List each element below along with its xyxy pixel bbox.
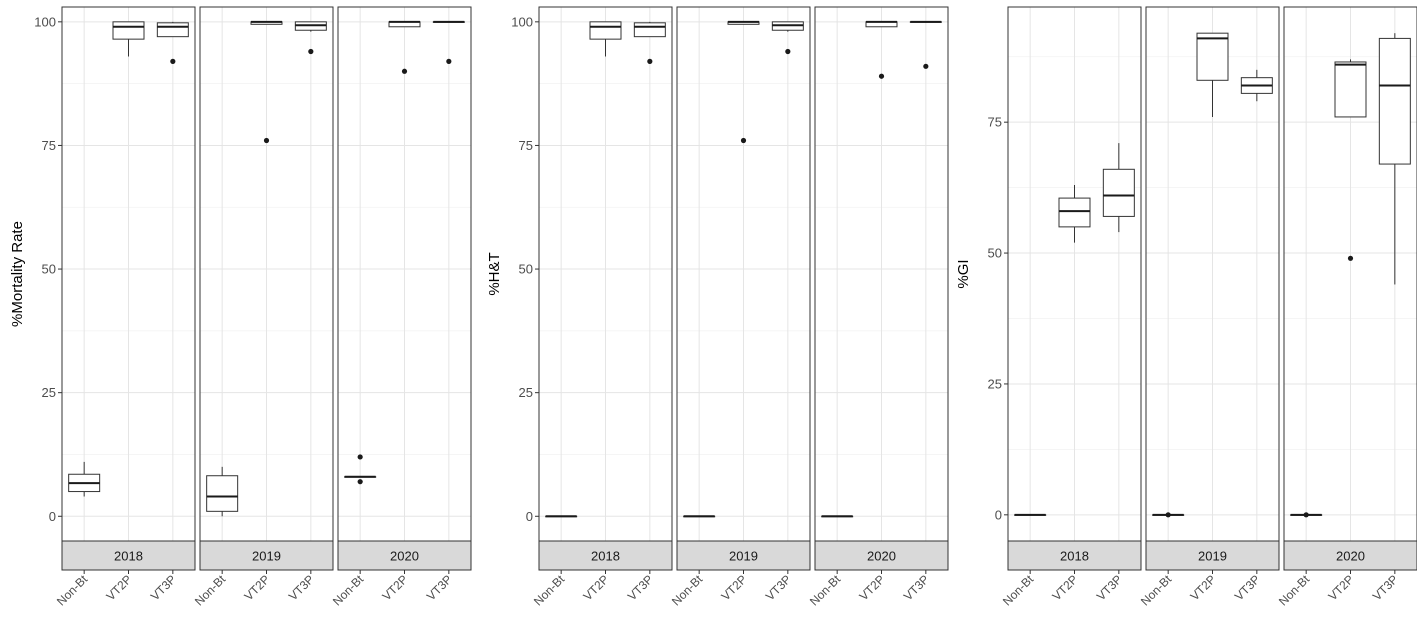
y-tick-label: 100 <box>511 14 533 29</box>
outlier-point <box>923 63 929 69</box>
facet-strip <box>199 540 334 571</box>
box-iqr <box>1196 32 1229 81</box>
outlier-point <box>785 48 791 55</box>
facet-label: 2020 <box>1336 549 1365 564</box>
facet-label: 2018 <box>1060 549 1089 564</box>
facet-strip <box>1007 540 1142 571</box>
y-axis-label: %Mortality Rate <box>9 221 26 327</box>
facet-strip <box>538 540 673 571</box>
y-tick-label: 50 <box>988 246 1002 261</box>
facet-label: 2019 <box>252 549 281 564</box>
facet-label: 2018 <box>591 549 620 564</box>
y-tick-label: 50 <box>42 262 56 277</box>
box-iqr <box>589 21 622 40</box>
facet-label: 2019 <box>729 549 758 564</box>
facet-label: 2020 <box>390 549 419 564</box>
facet-strip <box>337 540 472 571</box>
facet-strip <box>1283 540 1417 571</box>
y-tick-label: 75 <box>42 138 56 153</box>
facet-label: 2018 <box>114 549 143 564</box>
outlier-point <box>1347 255 1354 261</box>
y-tick-label: 50 <box>519 262 533 277</box>
y-axis-label: %GI <box>955 259 972 288</box>
box-iqr <box>156 22 189 38</box>
box-iqr <box>206 475 239 512</box>
outlier-point <box>170 58 176 64</box>
y-tick-label: 0 <box>995 507 1002 522</box>
y-tick-label: 75 <box>519 138 533 153</box>
y-tick-label: 25 <box>988 376 1002 391</box>
box-iqr <box>112 21 145 40</box>
outlier-point <box>1303 512 1309 518</box>
y-tick-label: 75 <box>988 115 1002 130</box>
box-iqr <box>1102 168 1135 217</box>
facet-label: 2019 <box>1198 549 1227 564</box>
y-tick-label: 25 <box>519 385 533 400</box>
facet-label: 2020 <box>867 549 896 564</box>
facet-strip <box>814 540 949 571</box>
box-iqr <box>633 22 666 38</box>
y-axis-label: %H&T <box>486 252 503 295</box>
outlier-point <box>308 48 314 55</box>
y-tick-label: 25 <box>42 385 56 400</box>
outlier-point <box>878 73 885 79</box>
outlier-point <box>647 58 653 64</box>
outlier-point <box>1165 512 1171 518</box>
outlier-point <box>263 137 270 144</box>
y-tick-label: 0 <box>526 509 533 524</box>
facet-strip <box>676 540 811 571</box>
box-iqr <box>1058 197 1091 228</box>
box-iqr <box>1334 61 1367 118</box>
outlier-point <box>446 58 452 64</box>
outlier-point <box>740 137 747 144</box>
outlier-point <box>357 454 363 460</box>
y-tick-label: 100 <box>34 14 56 29</box>
outlier-point <box>401 68 408 74</box>
outlier-point <box>357 479 363 485</box>
box-iqr <box>1378 37 1411 165</box>
y-tick-label: 0 <box>49 509 56 524</box>
